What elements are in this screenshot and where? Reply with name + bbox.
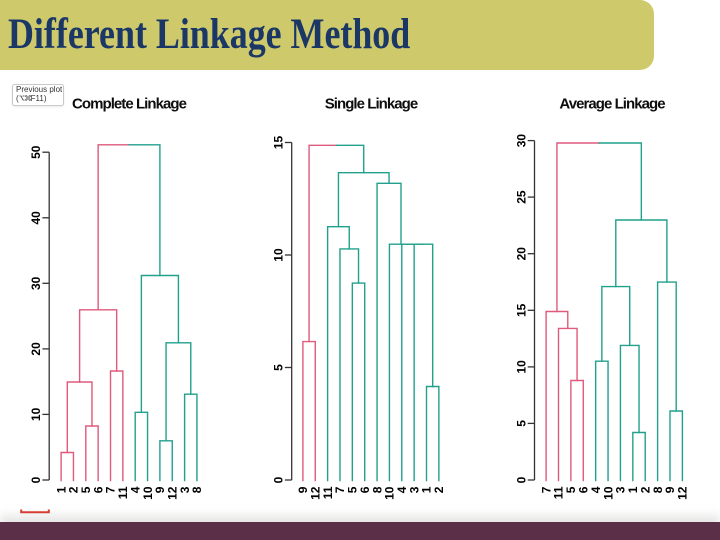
svg-text:4: 4 xyxy=(395,486,409,493)
svg-text:10: 10 xyxy=(272,248,286,262)
svg-text:6: 6 xyxy=(358,486,372,493)
svg-text:4: 4 xyxy=(589,486,603,493)
svg-text:6: 6 xyxy=(91,486,105,493)
svg-text:8: 8 xyxy=(190,486,204,493)
svg-text:1: 1 xyxy=(54,486,68,493)
svg-text:7: 7 xyxy=(333,486,347,493)
svg-text:12: 12 xyxy=(308,486,322,500)
svg-text:50: 50 xyxy=(29,145,43,159)
svg-text:0: 0 xyxy=(514,476,528,483)
svg-text:12: 12 xyxy=(165,486,179,500)
svg-text:0: 0 xyxy=(29,476,43,483)
svg-text:8: 8 xyxy=(651,486,665,493)
svg-text:3: 3 xyxy=(407,486,421,493)
svg-text:20: 20 xyxy=(514,247,528,261)
svg-text:10: 10 xyxy=(601,486,615,500)
svg-text:4: 4 xyxy=(128,486,142,493)
svg-text:1: 1 xyxy=(626,486,640,493)
svg-text:9: 9 xyxy=(153,486,167,493)
svg-text:11: 11 xyxy=(321,486,335,499)
svg-text:5: 5 xyxy=(346,486,360,493)
svg-text:5: 5 xyxy=(79,486,93,493)
svg-text:5: 5 xyxy=(564,486,578,493)
svg-text:9: 9 xyxy=(663,486,677,493)
svg-text:15: 15 xyxy=(272,136,286,150)
svg-text:7: 7 xyxy=(539,486,553,493)
svg-text:20: 20 xyxy=(29,342,43,356)
svg-text:Single Linkage: Single Linkage xyxy=(325,96,418,113)
svg-text:25: 25 xyxy=(514,190,528,204)
svg-text:Average Linkage: Average Linkage xyxy=(559,96,665,113)
svg-text:5: 5 xyxy=(514,420,528,427)
svg-text:5: 5 xyxy=(272,364,286,371)
svg-text:8: 8 xyxy=(370,486,384,493)
svg-text:11: 11 xyxy=(116,486,130,499)
svg-text:2: 2 xyxy=(638,486,652,493)
svg-text:10: 10 xyxy=(29,407,43,421)
svg-text:3: 3 xyxy=(178,486,192,493)
svg-text:10: 10 xyxy=(141,486,155,500)
svg-text:0: 0 xyxy=(272,476,286,483)
svg-text:9: 9 xyxy=(296,486,310,493)
svg-text:2: 2 xyxy=(432,486,446,493)
svg-text:30: 30 xyxy=(514,134,528,148)
svg-text:3: 3 xyxy=(614,486,628,493)
svg-text:1: 1 xyxy=(420,486,434,493)
svg-text:6: 6 xyxy=(576,486,590,493)
svg-text:Complete Linkage: Complete Linkage xyxy=(72,96,187,113)
svg-text:30: 30 xyxy=(29,276,43,290)
svg-text:10: 10 xyxy=(514,360,528,374)
svg-text:11: 11 xyxy=(552,486,566,499)
svg-text:12: 12 xyxy=(676,486,690,500)
svg-text:7: 7 xyxy=(104,486,118,493)
svg-text:40: 40 xyxy=(29,211,43,225)
svg-text:10: 10 xyxy=(383,486,397,500)
svg-text:2: 2 xyxy=(67,486,81,493)
svg-text:15: 15 xyxy=(514,303,528,317)
